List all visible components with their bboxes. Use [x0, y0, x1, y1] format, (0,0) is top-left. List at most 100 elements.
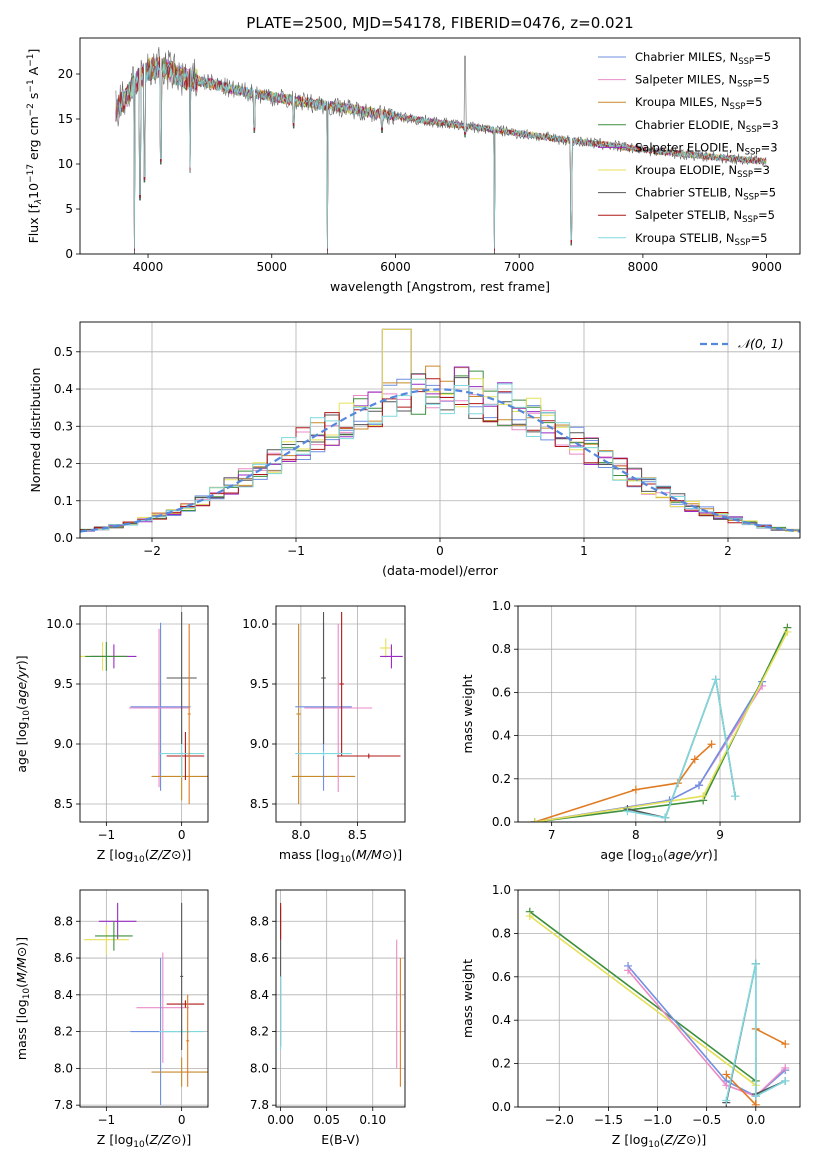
x-tick-label: 0 [178, 1113, 186, 1127]
x-tick-label: 0.05 [313, 1113, 340, 1127]
x-tick-label: 1 [580, 544, 588, 558]
plot-area [80, 612, 208, 804]
x-tick-label: −0.5 [692, 1113, 721, 1127]
y-tick-label: 8.4 [250, 988, 269, 1002]
x-tick-label: 0.10 [359, 1113, 386, 1127]
y-tick-label: 0.2 [54, 457, 73, 471]
x-tick-label: −2 [143, 544, 161, 558]
plot-area [291, 612, 403, 804]
y-tick-label: 1.0 [492, 599, 511, 613]
y-tick-label: 8.5 [54, 797, 73, 811]
x-axis-label: Z [log10(Z/Z⊙)] [97, 1132, 191, 1150]
weight-marker [781, 1040, 790, 1049]
x-tick-label: 9000 [751, 260, 782, 274]
y-tick-label: 8.6 [250, 951, 269, 965]
x-tick-label: 0 [178, 828, 186, 842]
y-tick-label: 0.8 [492, 642, 511, 656]
weight-marker [624, 966, 633, 975]
panel-age-vs-mass: 8.0 8.5 8.5 9.0 9.5 10.0 mass [log10(M/M⊙)] [242, 605, 406, 865]
plot-area [280, 902, 401, 1087]
weight-marker [530, 818, 539, 822]
y-tick-label: 8.2 [250, 1025, 269, 1039]
legend: Chabrier MILES, NSSP=5 Salpeter MILES, NS… [598, 50, 779, 248]
x-axis-label: wavelength [Angstrom, rest frame] [330, 279, 550, 294]
weight-marker [751, 1092, 760, 1101]
y-tick-label: 10.0 [46, 617, 73, 631]
axes-frame [517, 605, 801, 823]
y-tick-label: 0.8 [492, 926, 511, 940]
y-tick-label: 0.2 [492, 1057, 511, 1071]
y-axis-label: Flux [fλ10−17 erg cm−2 s−1 A−1] [26, 49, 44, 244]
x-tick-label: −1 [287, 544, 305, 558]
legend-entry: Chabrier MILES, NSSP=5 [635, 50, 771, 67]
weight-line-chabrier-elodie [534, 627, 789, 822]
y-tick-label: 0.0 [492, 815, 511, 829]
spectrum-line-kroupa-stelib [115, 60, 767, 249]
plot-area [80, 328, 800, 534]
x-tick-label: 7000 [504, 260, 535, 274]
legend-entry: 𝒩(0, 1) [738, 336, 784, 351]
x-tick-label: 8 [632, 828, 640, 842]
legend-entry: Kroupa STELIB, NSSP=5 [635, 231, 767, 248]
axes-frame [79, 37, 801, 255]
plot-area [115, 47, 767, 254]
y-axis-label: mass weight [460, 959, 475, 1038]
legend-entry: Chabrier STELIB, NSSP=5 [635, 186, 776, 203]
legend-entry: Salpeter ELODIE, NSSP=3 [635, 140, 778, 157]
axes-frame [79, 605, 209, 823]
x-axis-label: E(B-V) [321, 1132, 360, 1147]
y-tick-label: 0.0 [492, 1100, 511, 1114]
panel-weight-vs-age: 7 8 9 0.0 0.2 0.4 0.6 0.8 1.0 age [log10(age/yr)]… [460, 599, 801, 865]
weight-line-kroupa-elodie [534, 631, 789, 822]
weight-marker [751, 959, 760, 968]
y-tick-label: 0 [65, 247, 73, 261]
legend-entry: Salpeter MILES, NSSP=5 [635, 73, 770, 90]
x-tick-label: 6000 [380, 260, 411, 274]
legend-entry: Kroupa MILES, NSSP=5 [635, 95, 762, 112]
weight-line-chabrier-elodie [529, 911, 757, 1082]
y-tick-label: 9.5 [250, 677, 269, 691]
weight-line-kroupa-elodie [529, 915, 757, 1086]
legend-entry: Chabrier ELODIE, NSSP=3 [635, 118, 779, 135]
y-tick-label: 8.5 [250, 797, 269, 811]
x-tick-label: 7 [548, 828, 556, 842]
x-axis-label: (data-model)/error [382, 563, 499, 578]
y-tick-label: 20 [58, 67, 73, 81]
weight-marker [731, 792, 740, 801]
y-tick-label: 0.6 [492, 970, 511, 984]
y-axis-label: age [log10(age/yr)] [14, 655, 32, 772]
weight-line-kroupa-stelib [725, 963, 786, 1101]
panel-weight-vs-Z: −2.0 −1.5 −1.0 −0.5 0.0 0.0 0.2 0.4 0.6 0.8 1.0 Z [… [460, 883, 801, 1150]
spectrum-line-salpeter-stelib [115, 56, 767, 252]
weight-marker [722, 1096, 731, 1105]
weight-marker [631, 785, 640, 794]
y-tick-label: 8.4 [54, 988, 73, 1002]
y-tick-label: 0.0 [54, 531, 73, 545]
y-tick-label: 8.8 [54, 914, 73, 928]
panel-mass-vs-Z: −1 0 7.8 8.0 8.2 8.4 8.6 8.8 Z [log10(Z/Z⊙)] mass… [14, 889, 209, 1150]
y-tick-label: 8.8 [250, 914, 269, 928]
y-tick-label: 15 [58, 112, 73, 126]
weight-marker [781, 1063, 790, 1072]
y-tick-label: 0.3 [54, 419, 73, 433]
normal-curve [80, 388, 800, 533]
x-tick-label: 5000 [256, 260, 287, 274]
y-tick-label: 10 [58, 157, 73, 171]
x-axis-label: mass [log10(M/M⊙)] [279, 847, 402, 865]
y-tick-label: 9.0 [54, 737, 73, 751]
panel-age-vs-Z: −1 0 8.5 9.0 9.5 10.0 Z [log10(Z/Z⊙)] age [log1… [14, 605, 209, 865]
x-tick-label: 0.0 [746, 1113, 765, 1127]
legend: 𝒩(0, 1) [700, 336, 784, 351]
axes-frame [275, 605, 406, 823]
x-tick-label: 0 [436, 544, 444, 558]
y-tick-label: 0.5 [54, 345, 73, 359]
weight-marker [694, 781, 703, 790]
x-tick-label: −1.5 [594, 1113, 623, 1127]
y-tick-label: 9.0 [250, 737, 269, 751]
x-tick-label: −1 [98, 828, 116, 842]
x-tick-label: −2.0 [545, 1113, 574, 1127]
y-tick-label: 8.0 [250, 1061, 269, 1075]
y-tick-label: 7.8 [250, 1098, 269, 1112]
weight-line-kroupa-stelib [627, 676, 736, 819]
